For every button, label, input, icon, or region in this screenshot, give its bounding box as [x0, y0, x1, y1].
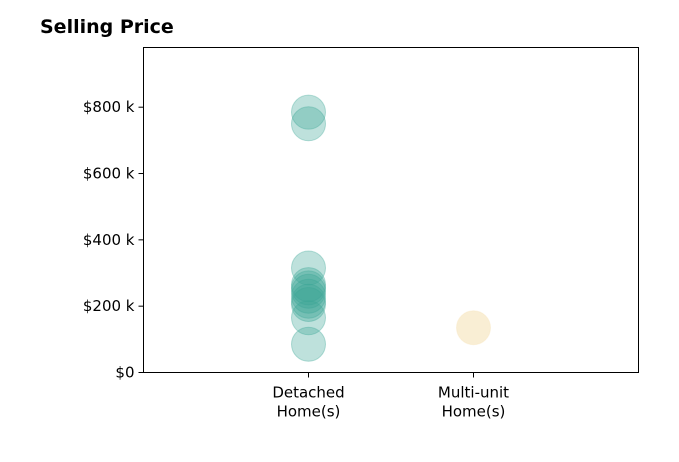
data-point: [291, 278, 326, 314]
data-point: [291, 287, 326, 323]
data-point: [291, 283, 326, 319]
plot-frame: [143, 47, 639, 373]
y-tick-label: $400 k: [83, 231, 135, 249]
data-point: [291, 106, 326, 142]
y-tick-label: $800 k: [83, 98, 135, 116]
y-tick-label: $200 k: [83, 297, 135, 315]
x-tick-label-line: Home(s): [442, 403, 506, 421]
x-tick-label-line: Home(s): [277, 403, 341, 421]
points-layer: [291, 94, 491, 362]
x-tick-label-line: Multi-unit: [438, 384, 509, 402]
x-tick-label: Multi-unit Home(s): [438, 384, 509, 421]
x-tick-label: Detached Home(s): [272, 384, 344, 421]
data-point: [291, 267, 326, 303]
x-axis: Detached Home(s)Multi-unit Home(s): [272, 372, 509, 421]
chart-title: Selling Price: [40, 16, 174, 38]
data-point: [291, 250, 326, 286]
data-point: [291, 326, 326, 362]
data-point: [291, 273, 326, 309]
y-tick-label: $600 k: [83, 165, 135, 183]
data-point: [291, 300, 326, 336]
y-tick-label: $0: [115, 364, 134, 382]
data-point: [456, 310, 491, 346]
x-tick-label-line: Detached: [272, 384, 344, 402]
data-point: [291, 94, 326, 130]
data-point: [291, 270, 326, 306]
y-axis: $0 $200 k $400 k $600 k $800 k: [83, 98, 144, 382]
